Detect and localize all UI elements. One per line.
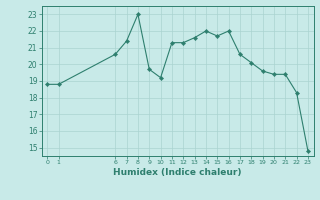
- X-axis label: Humidex (Indice chaleur): Humidex (Indice chaleur): [113, 168, 242, 177]
